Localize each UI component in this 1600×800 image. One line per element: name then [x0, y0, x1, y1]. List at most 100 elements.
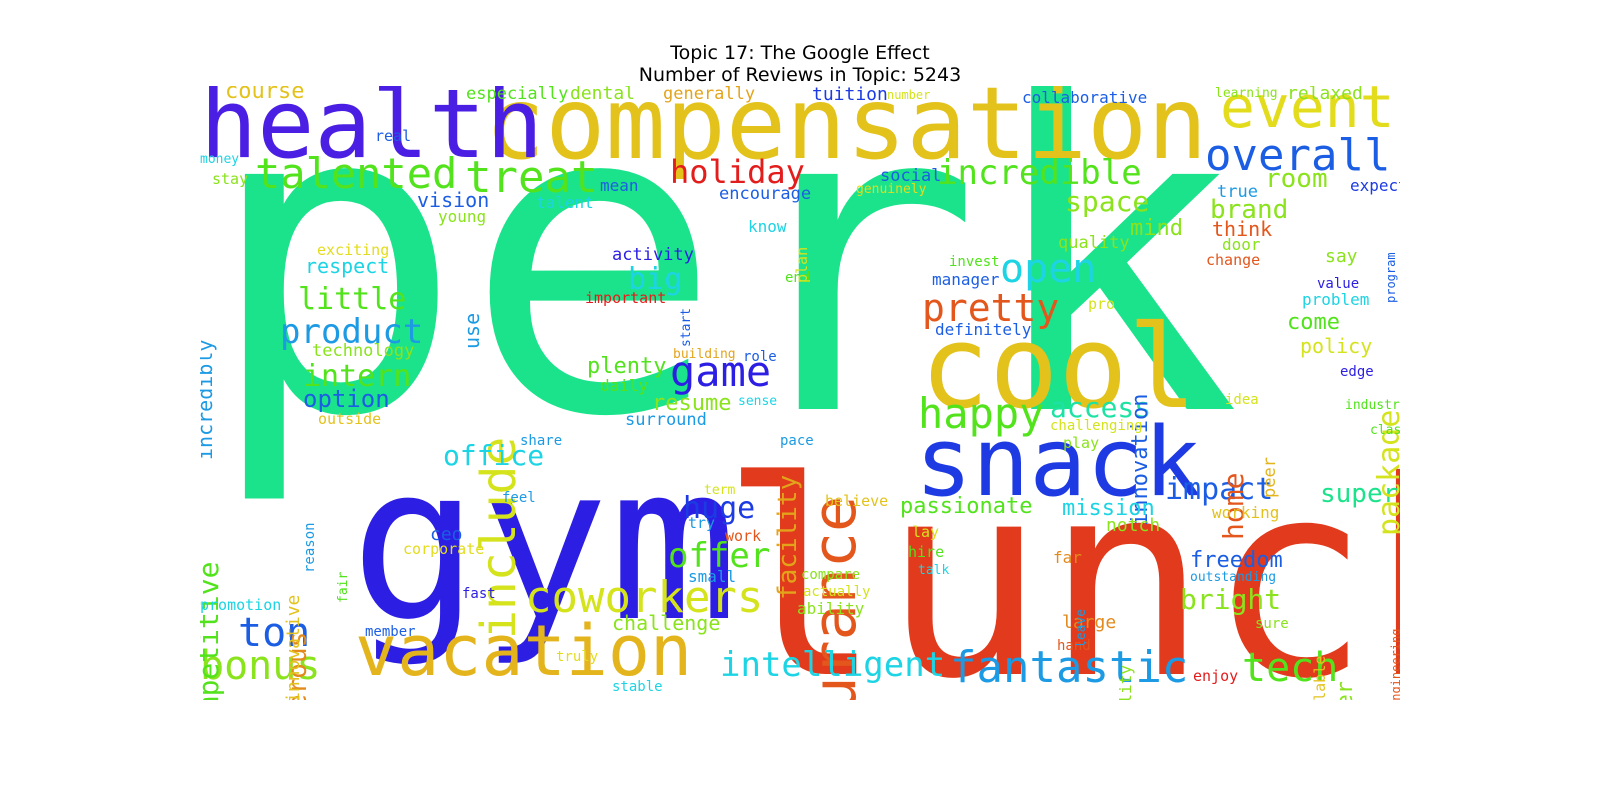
word-access: access	[1050, 391, 1152, 424]
word-plan: plan	[793, 247, 811, 284]
word-problem: problem	[1302, 290, 1370, 309]
word-perk: perk	[205, 86, 1241, 511]
word-invest: invest	[949, 254, 1000, 270]
word-term: term	[704, 483, 736, 498]
word-outside: outside	[318, 410, 382, 428]
word-intelligent: intelligent	[720, 645, 946, 685]
word-true: true	[1217, 182, 1258, 202]
word-overall: overall	[1205, 130, 1391, 181]
word-cloud: perklunchgymcompensationhealthcoolsnacki…	[200, 86, 1400, 700]
word-impact: impact	[1165, 472, 1274, 507]
word-bonus: bonus	[200, 643, 321, 689]
word-treat: treat	[465, 152, 598, 203]
word-sure: sure	[1255, 616, 1289, 632]
word-compare: compare	[801, 567, 861, 583]
word-talk: talk	[918, 563, 950, 578]
word-try: try	[688, 514, 716, 532]
word-pace: pace	[780, 433, 814, 449]
word-fair: fair	[336, 571, 351, 604]
word-real: real	[375, 127, 412, 145]
word-peer: peer	[1260, 457, 1280, 499]
word-vision: vision	[417, 188, 490, 212]
word-outstanding: outstanding	[1190, 570, 1277, 585]
word-daily: daily	[600, 376, 649, 395]
chart-title-line-2: Number of Reviews in Topic: 5243	[638, 64, 962, 86]
word-respect: respect	[305, 254, 390, 278]
word-corporate: corporate	[403, 540, 485, 558]
word-pretty: pretty	[922, 286, 1060, 330]
word-coworkers: coworkers	[525, 572, 764, 623]
word-large: large	[1062, 612, 1117, 633]
word-say: say	[1325, 246, 1358, 267]
word-dental: dental	[570, 86, 636, 104]
word-mean: mean	[600, 176, 639, 195]
word-engineering: engineering	[1389, 628, 1400, 700]
word-end: end	[785, 270, 811, 286]
word-activity: activity	[612, 245, 694, 265]
word-generally: generally	[663, 86, 756, 104]
word-know: know	[748, 217, 787, 236]
word-class: class	[1370, 423, 1400, 438]
word-vacation: vacation	[355, 610, 693, 692]
word-resume: resume	[652, 391, 732, 416]
word-incredible: incredible	[937, 153, 1142, 193]
word-challenge: challenge	[612, 611, 721, 635]
word-money: money	[200, 152, 240, 167]
word-option: option	[303, 385, 390, 413]
word-hire: hire	[908, 543, 945, 561]
word-offer: offer	[668, 536, 771, 576]
word-definitely: definitely	[935, 320, 1032, 339]
chart-title-line-1: Topic 17: The Google Effect	[670, 42, 930, 64]
word-especially: especially	[466, 86, 569, 104]
word-snack: snack	[915, 408, 1201, 518]
word-space: space	[1065, 185, 1150, 218]
word-mind: mind	[1130, 216, 1183, 241]
word-technology: technology	[312, 341, 415, 361]
word-engineer: engineer	[1333, 681, 1358, 700]
word-happy: happy	[918, 389, 1045, 438]
word-idea: idea	[1225, 392, 1259, 408]
word-come: come	[1287, 310, 1340, 335]
word-freedom: freedom	[1190, 548, 1283, 573]
word-collaborative: collaborative	[1022, 88, 1148, 107]
word-sense: sense	[738, 394, 778, 409]
word-use: use	[460, 313, 484, 350]
word-event: event	[1220, 86, 1395, 141]
word-social: social	[880, 166, 942, 186]
word-small: small	[688, 567, 737, 586]
word-available: available	[1311, 655, 1329, 700]
word-product: product	[280, 312, 424, 352]
word-believe: believe	[825, 492, 889, 510]
word-encourage: encourage	[719, 184, 812, 204]
word-learning: learning	[1215, 86, 1278, 101]
word-industry: industry	[1345, 398, 1400, 413]
word-exciting: exciting	[317, 241, 390, 259]
word-office: office	[443, 439, 545, 472]
word-flexibility: flexibility	[1116, 665, 1135, 700]
word-talented: talented	[255, 149, 458, 198]
word-tuition: tuition	[812, 86, 888, 105]
word-relaxed: relaxed	[1287, 86, 1363, 104]
word-working: working	[1212, 503, 1280, 522]
word-lay: lay	[912, 523, 940, 541]
word-member: member	[365, 624, 416, 640]
word-pro: pro	[1088, 295, 1116, 313]
word-passionate: passionate	[900, 494, 1033, 519]
word-room: room	[1265, 164, 1328, 194]
word-holiday: holiday	[670, 153, 805, 191]
word-reason: reason	[302, 522, 318, 574]
word-policy: policy	[1300, 334, 1373, 358]
word-game: game	[670, 347, 772, 396]
word-bright: bright	[1180, 583, 1282, 616]
word-fast: fast	[462, 586, 496, 602]
word-brand: brand	[1210, 195, 1289, 225]
word-enjoy: enjoy	[1193, 667, 1239, 685]
word-think: think	[1212, 217, 1273, 241]
word-stable: stable	[612, 679, 663, 695]
word-talent: talent	[536, 193, 594, 212]
word-leave: leave	[1074, 609, 1089, 649]
word-work: work	[725, 527, 762, 545]
word-important: important	[585, 289, 667, 307]
word-ceo: ceo	[430, 524, 463, 545]
word-hand: hand	[1057, 638, 1091, 654]
